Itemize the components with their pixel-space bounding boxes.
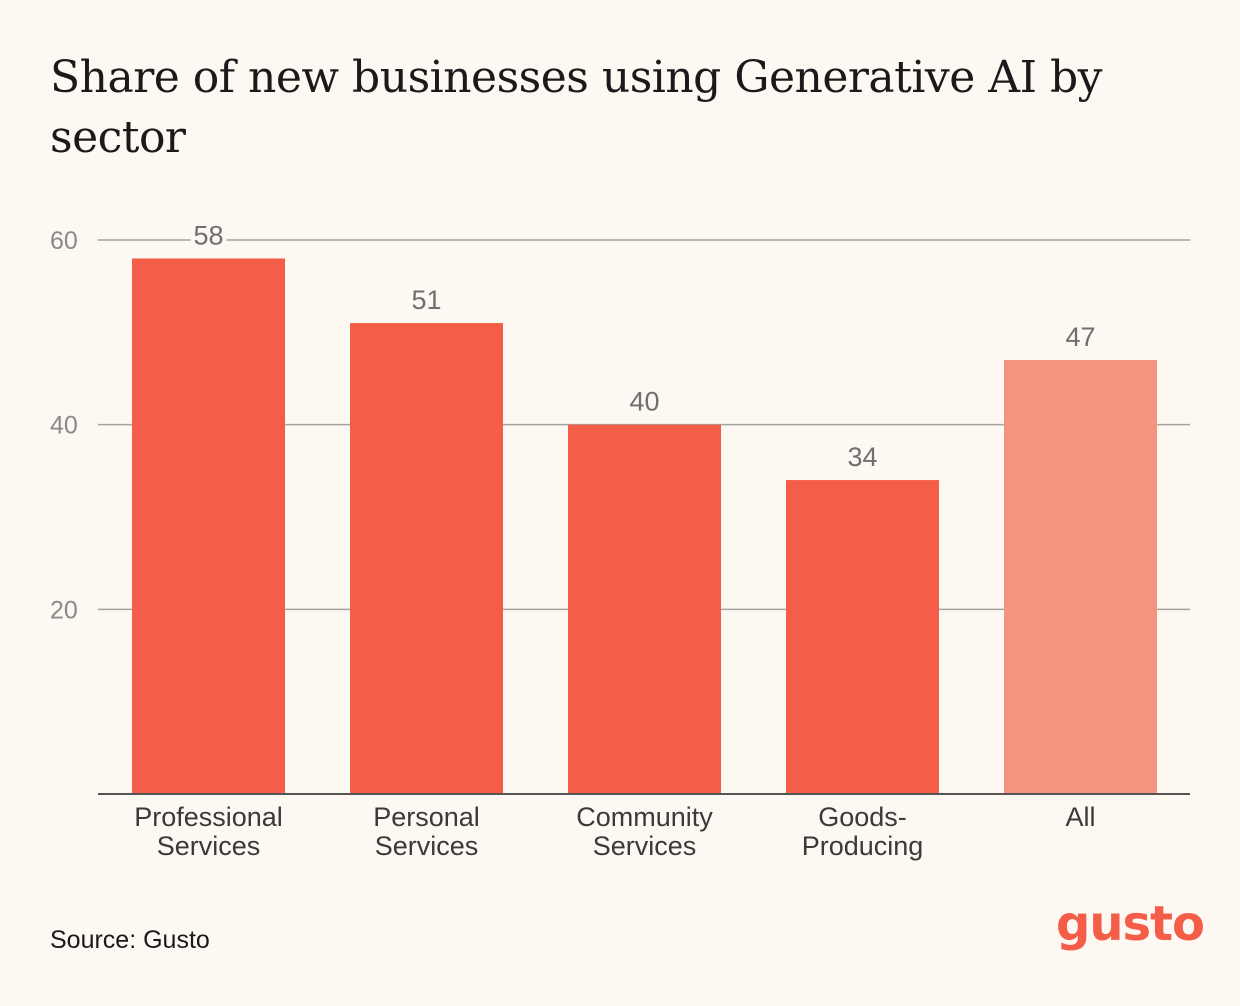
- bar: [568, 424, 721, 794]
- data-label: 47: [1065, 322, 1095, 352]
- x-tick-label: Personal Services: [373, 802, 480, 861]
- x-tick-label-line: Producing: [802, 831, 924, 861]
- data-label: 51: [411, 285, 441, 315]
- x-tick-label-line: Services: [157, 831, 261, 861]
- x-tick-label-line: Goods-: [818, 802, 907, 832]
- x-tick-label-line: Professional: [134, 802, 283, 832]
- x-tick-label: Community Services: [576, 802, 713, 861]
- data-label: 58: [193, 220, 223, 250]
- gusto-logo: gusto: [1056, 896, 1205, 952]
- bar: [1004, 360, 1157, 794]
- source-note: Source: Gusto: [50, 926, 210, 954]
- bar: [350, 323, 503, 794]
- x-tick-label-line: Community: [576, 802, 713, 832]
- x-tick-label-line: Personal: [373, 802, 480, 832]
- bar: [132, 258, 285, 794]
- x-tick-label: All: [1065, 802, 1095, 832]
- y-tick-label: 20: [50, 596, 78, 624]
- data-label: 34: [847, 442, 877, 472]
- x-tick-label-line: All: [1065, 802, 1095, 832]
- x-tick-label: Professional Services: [134, 802, 283, 861]
- x-tick-label-line: Services: [593, 831, 697, 861]
- y-tick-label: 60: [50, 227, 78, 255]
- x-tick-label-line: Services: [375, 831, 479, 861]
- y-tick-label: 40: [50, 412, 78, 440]
- x-tick-label: Goods-Producing: [802, 802, 924, 861]
- data-label: 40: [629, 387, 659, 417]
- bar: [786, 480, 939, 794]
- chart-title: Share of new businesses using Generative…: [50, 52, 1102, 163]
